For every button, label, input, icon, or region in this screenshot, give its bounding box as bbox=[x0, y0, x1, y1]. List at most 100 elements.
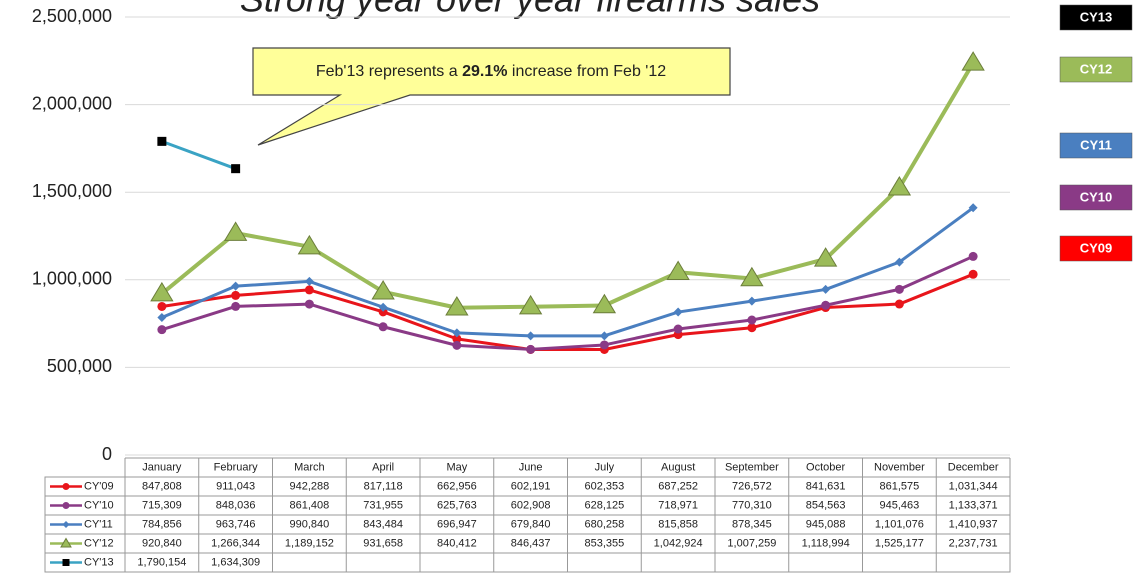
point bbox=[526, 331, 536, 341]
point bbox=[747, 315, 757, 325]
point bbox=[231, 281, 241, 291]
badge bbox=[1059, 184, 1133, 211]
table-cell: 1,031,344 bbox=[949, 480, 998, 492]
point bbox=[747, 323, 757, 333]
point bbox=[371, 280, 395, 300]
table-cell: 945,088 bbox=[806, 518, 846, 530]
point bbox=[673, 324, 683, 334]
y-tick-label: 2,000,000 bbox=[32, 93, 112, 113]
series-line bbox=[161, 272, 974, 351]
point bbox=[297, 234, 322, 255]
table-cell: 687,252 bbox=[658, 480, 698, 492]
table-cell: 920,840 bbox=[142, 537, 182, 549]
table-cell: 1,266,344 bbox=[211, 537, 260, 549]
table-cell: 815,858 bbox=[658, 518, 698, 530]
badge-label: CY11 bbox=[1080, 137, 1112, 152]
badge bbox=[1059, 132, 1133, 159]
legend-label: CY'09 bbox=[84, 480, 114, 492]
point bbox=[150, 281, 174, 302]
legend-label: CY'11 bbox=[84, 518, 113, 530]
table-cell: 1,042,924 bbox=[654, 537, 703, 549]
table-cell: 602,353 bbox=[584, 480, 624, 492]
x-tick-label: December bbox=[948, 461, 999, 473]
table-cell: 817,118 bbox=[364, 480, 403, 492]
point bbox=[887, 176, 912, 196]
table-cell: 853,355 bbox=[584, 537, 624, 549]
table-cell: 990,840 bbox=[289, 518, 329, 530]
point bbox=[231, 290, 241, 300]
point bbox=[813, 247, 838, 267]
table-cell: 680,258 bbox=[584, 518, 624, 530]
point bbox=[231, 301, 241, 311]
x-tick-label: July bbox=[595, 461, 615, 473]
x-tick-label: March bbox=[294, 461, 325, 473]
table-cell: 1,101,076 bbox=[875, 518, 924, 530]
x-tick-label: September bbox=[725, 461, 779, 473]
table-cell: 1,118,994 bbox=[802, 537, 850, 549]
x-tick-label: January bbox=[142, 461, 182, 473]
table-cell: 861,575 bbox=[879, 480, 919, 492]
x-tick-label: October bbox=[806, 461, 845, 473]
point bbox=[304, 299, 314, 309]
table-cell: 861,408 bbox=[289, 499, 329, 511]
point bbox=[666, 260, 690, 280]
point bbox=[821, 300, 831, 310]
table-cell: 602,908 bbox=[511, 499, 551, 511]
point bbox=[231, 164, 241, 174]
point bbox=[968, 203, 978, 213]
legend-label: CY'10 bbox=[84, 499, 114, 511]
point bbox=[894, 299, 904, 309]
badge bbox=[1059, 4, 1133, 31]
table-cell: 878,345 bbox=[732, 518, 772, 530]
x-tick-label: April bbox=[372, 461, 394, 473]
table-cell: 625,763 bbox=[437, 499, 477, 511]
badge bbox=[1059, 235, 1133, 262]
point bbox=[526, 344, 536, 354]
table-cell: 1,634,309 bbox=[211, 556, 260, 568]
annotation-part: Feb'13 represents a bbox=[316, 63, 462, 80]
table-cell: 784,856 bbox=[142, 518, 182, 530]
y-tick-label: 500,000 bbox=[47, 356, 112, 376]
table-cell: 1,525,177 bbox=[875, 537, 924, 549]
table-cell: 731,955 bbox=[363, 499, 403, 511]
table-cell: 770,310 bbox=[732, 499, 772, 511]
badge-label: CY10 bbox=[1080, 189, 1113, 204]
annotation-part: 29.1% bbox=[462, 63, 507, 80]
point bbox=[304, 285, 314, 295]
point bbox=[518, 294, 543, 315]
point bbox=[592, 293, 617, 314]
legend-marker bbox=[62, 502, 70, 509]
x-tick-label: February bbox=[214, 461, 259, 473]
table-cell: 841,631 bbox=[806, 480, 846, 492]
series-line bbox=[161, 206, 975, 338]
table-cell: 931,658 bbox=[363, 537, 403, 549]
y-tick-label: 2,500,000 bbox=[32, 6, 112, 26]
table-cell: 602,191 bbox=[511, 480, 551, 492]
point bbox=[747, 296, 757, 306]
series-line bbox=[161, 139, 237, 171]
point bbox=[968, 269, 978, 279]
table-cell: 1,189,152 bbox=[285, 537, 334, 549]
legend-marker bbox=[62, 521, 70, 528]
table-cell: 715,309 bbox=[142, 499, 182, 511]
x-tick-label: May bbox=[446, 461, 467, 473]
point bbox=[378, 322, 388, 332]
point bbox=[157, 325, 167, 335]
table-cell: 846,437 bbox=[511, 537, 551, 549]
table-cell: 843,484 bbox=[363, 518, 403, 530]
point bbox=[445, 295, 469, 316]
table-cell: 963,746 bbox=[216, 518, 256, 530]
x-tick-label: June bbox=[519, 461, 543, 473]
badge-label: CY09 bbox=[1080, 240, 1113, 255]
point bbox=[452, 328, 462, 338]
x-tick-label: November bbox=[874, 461, 925, 473]
badge bbox=[1059, 56, 1133, 83]
point bbox=[821, 284, 831, 294]
badge-label: CY13 bbox=[1080, 9, 1113, 24]
table-cell: 628,125 bbox=[584, 499, 624, 511]
table-cell: 696,947 bbox=[437, 518, 477, 530]
annotation-part: increase from Feb '12 bbox=[507, 63, 666, 80]
point bbox=[304, 276, 314, 286]
point bbox=[599, 340, 609, 350]
table-cell: 1,410,937 bbox=[949, 518, 998, 530]
